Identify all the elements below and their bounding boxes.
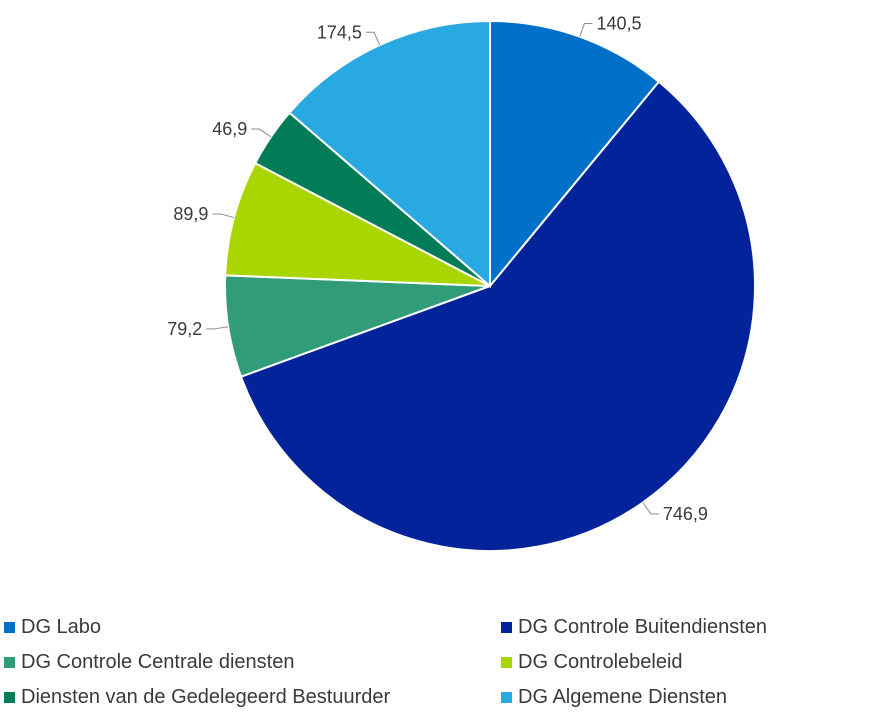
legend-item-dg-controle-centrale-diensten: DG Controle Centrale diensten xyxy=(4,651,294,674)
data-label: 46,9 xyxy=(212,119,247,139)
leader-line xyxy=(251,128,272,138)
legend-swatch xyxy=(501,692,512,703)
legend: DG Labo DG Controle Buitendiensten DG Co… xyxy=(0,612,874,728)
pie-chart: 140,5 746,9 79,2 89,9 46,9 174,5 xyxy=(167,13,756,552)
pie-slice-dg-controlebeleid xyxy=(224,161,491,287)
legend-label: DG Controle Buitendiensten xyxy=(518,616,768,638)
pie-slice-dg-labo xyxy=(489,19,661,289)
pie-slice-dg-controle-buitendiensten xyxy=(239,80,756,552)
legend-item-dg-labo: DG Labo xyxy=(4,616,101,639)
legend-item-dg-controle-buitendiensten: DG Controle Buitendiensten xyxy=(501,616,767,639)
legend-label: DG Controle Centrale diensten xyxy=(21,651,295,673)
data-label: 140,5 xyxy=(596,13,641,33)
legend-label: DG Algemene Diensten xyxy=(518,686,728,708)
legend-label: DG Labo xyxy=(21,616,102,638)
legend-item-diensten-gedelegeerd-bestuurder: Diensten van de Gedelegeerd Bestuurder xyxy=(4,686,390,709)
legend-swatch xyxy=(4,622,15,633)
legend-swatch xyxy=(4,657,15,668)
leader-line xyxy=(365,31,381,46)
leader-line xyxy=(206,326,229,330)
data-labels: 140,5 746,9 79,2 89,9 46,9 174,5 xyxy=(167,13,708,523)
data-label: 174,5 xyxy=(317,22,362,42)
leader-line xyxy=(579,22,593,37)
data-label: 89,9 xyxy=(173,204,208,224)
data-label: 746,9 xyxy=(663,504,708,524)
pie-slices xyxy=(224,19,756,552)
legend-item-dg-controlebeleid: DG Controlebeleid xyxy=(501,651,683,674)
legend-item-dg-algemene-diensten: DG Algemene Diensten xyxy=(501,686,727,709)
pie-slice-dg-algemene-diensten xyxy=(288,19,491,289)
legend-label: DG Controlebeleid xyxy=(518,651,683,673)
legend-swatch xyxy=(501,622,512,633)
leader-line xyxy=(212,213,235,219)
leader-line xyxy=(642,502,659,515)
legend-swatch xyxy=(4,692,15,703)
legend-swatch xyxy=(501,657,512,668)
data-label: 79,2 xyxy=(167,319,202,339)
legend-label: Diensten van de Gedelegeerd Bestuurder xyxy=(21,686,391,708)
